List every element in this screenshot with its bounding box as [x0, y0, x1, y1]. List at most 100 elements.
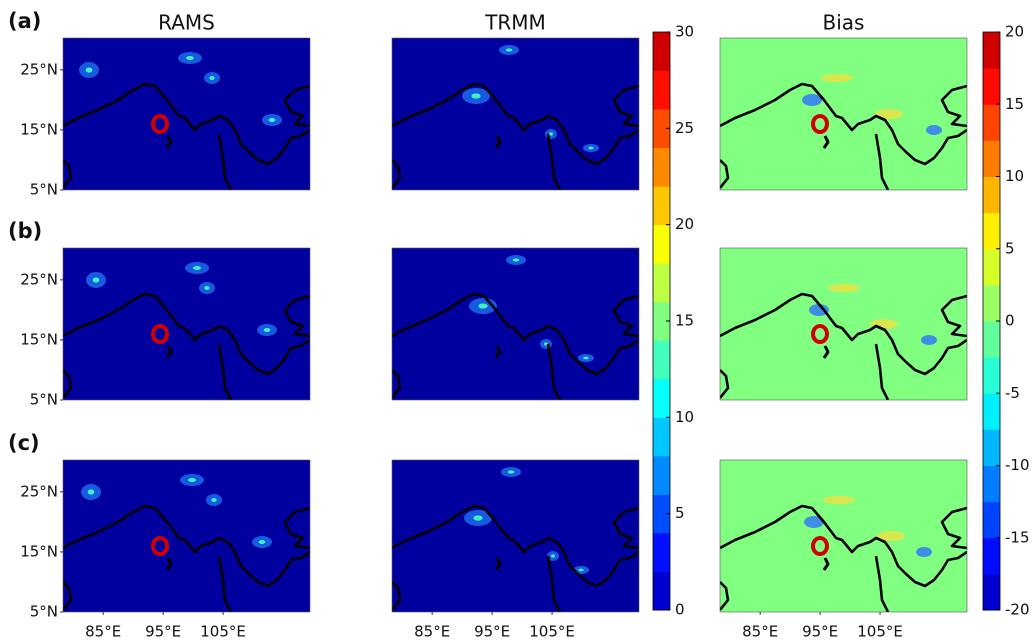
storm-core	[811, 536, 829, 556]
bias-blob	[804, 516, 824, 528]
field	[63, 474, 310, 612]
rain-core	[505, 48, 513, 52]
colorbar-tick-label: 0	[675, 601, 685, 619]
colorbar-band	[983, 393, 1000, 430]
rain-core	[85, 67, 93, 73]
colorbar-band	[983, 68, 1000, 105]
field	[63, 52, 310, 190]
rain-core	[204, 286, 210, 290]
field	[392, 255, 639, 400]
colorbar-tick-label: 30	[675, 23, 694, 41]
lon-tick-label: 105°E	[529, 623, 575, 641]
field	[720, 284, 967, 400]
rain-core	[258, 540, 266, 544]
colorbar-band	[653, 32, 670, 72]
rain-core	[193, 266, 201, 270]
rain-core	[478, 303, 488, 309]
bias-blob	[921, 335, 937, 345]
colorbar-tick-label: -10	[1005, 456, 1030, 474]
colorbar-tick-label: 5	[675, 504, 685, 522]
lat-tick-label: 5°N	[30, 181, 58, 199]
rain-core	[263, 328, 271, 332]
lon-tick-label: 105°E	[857, 623, 903, 641]
bias-blob	[877, 531, 905, 541]
map	[62, 459, 311, 613]
rain-core	[211, 498, 217, 502]
map-background	[720, 38, 967, 190]
rain-core	[471, 93, 481, 99]
lat-tick-label: 15°N	[20, 542, 58, 560]
map-frame	[391, 459, 640, 613]
colorbar-band	[653, 494, 670, 534]
map-background	[392, 248, 639, 400]
rain-core	[188, 478, 196, 482]
map-background	[392, 38, 639, 190]
panel-label: (b)	[8, 219, 42, 243]
rain-core	[578, 568, 584, 572]
colorbar-band	[653, 70, 670, 110]
colorbar-band	[983, 104, 1000, 141]
map-frame	[391, 247, 640, 401]
storm-core	[151, 536, 169, 556]
colorbar-tick-label: 5	[1005, 239, 1015, 257]
bias-blob	[926, 125, 942, 135]
lon-tick-label: 95°E	[145, 623, 181, 641]
rain-core	[549, 132, 553, 136]
rain-core	[512, 258, 520, 262]
bias-blob	[821, 74, 853, 82]
map-background	[720, 248, 967, 400]
bias-blob	[875, 109, 903, 119]
rain-core	[588, 146, 594, 150]
panel-label: (a)	[8, 9, 41, 33]
lon-tick-label: 85°E	[85, 623, 121, 641]
lat-tick-label: 25°N	[20, 270, 58, 288]
lon-tick-label: 85°E	[742, 623, 778, 641]
colorbar-tick-label: -15	[1005, 528, 1030, 546]
colorbar-band	[983, 321, 1000, 358]
colorbar-band	[983, 176, 1000, 214]
bias-blob	[809, 304, 829, 316]
rain-core	[268, 118, 276, 122]
colorbar-tick-label: 10	[1005, 167, 1024, 185]
lat-tick-label: 15°N	[20, 330, 58, 348]
colorbar-tick-label: -5	[1005, 384, 1020, 402]
colorbar-tick-label: 0	[1005, 312, 1015, 330]
colorbar-band	[983, 212, 1000, 250]
map	[62, 37, 311, 191]
colorbar-band	[653, 417, 670, 457]
column-title: RAMS	[158, 11, 215, 35]
map	[391, 459, 640, 613]
map-frame	[719, 247, 968, 401]
field	[392, 467, 639, 612]
bias-blob	[828, 284, 860, 292]
colorbar-tick-label: 20	[1005, 23, 1024, 41]
colorbar-band	[653, 532, 670, 572]
map	[62, 247, 311, 401]
bias-blob	[802, 94, 822, 106]
map-background	[720, 460, 967, 612]
storm-core	[811, 324, 829, 344]
rain-core	[92, 277, 100, 283]
storm-core	[151, 324, 169, 344]
colorbar-tick-label: 10	[675, 408, 694, 426]
bias-blob	[823, 496, 855, 504]
map-frame	[62, 247, 311, 401]
map-frame	[62, 459, 311, 613]
colorbar-band	[983, 357, 1000, 394]
map-frame	[719, 37, 968, 191]
colorbar-band	[653, 109, 670, 149]
lat-tick-label: 15°N	[20, 120, 58, 138]
colorbar-tick-label: 25	[675, 119, 694, 137]
colorbar-band	[983, 573, 1000, 611]
lon-tick-label: 85°E	[414, 623, 450, 641]
lon-tick-label: 95°E	[802, 623, 838, 641]
field	[720, 74, 967, 190]
column-title: TRMM	[484, 11, 546, 35]
rain-core	[551, 554, 555, 558]
colorbar-tick-label: -20	[1005, 601, 1030, 619]
map	[391, 247, 640, 401]
colorbar-tick-label: 20	[675, 215, 694, 233]
colorbar-tick-label: 15	[675, 312, 694, 330]
colorbar-band	[653, 186, 670, 226]
